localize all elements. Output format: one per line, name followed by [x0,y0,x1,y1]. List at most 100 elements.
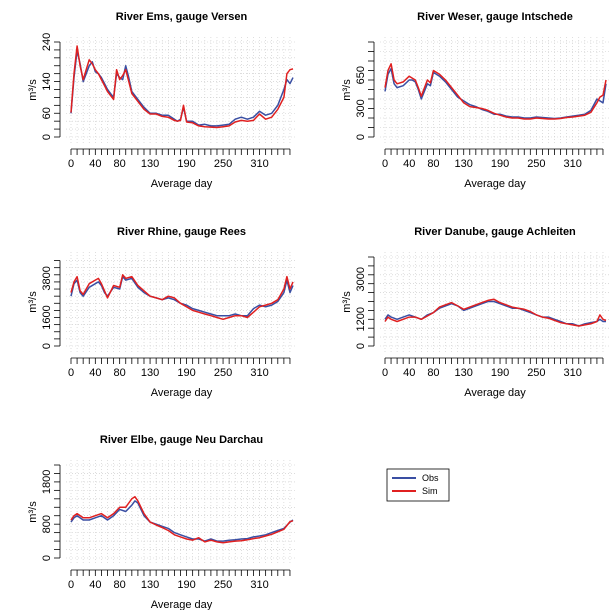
legend-label-sim: Sim [422,486,438,496]
y-tick-label: 0 [41,555,53,561]
x-axis-label: Average day [464,387,526,399]
series-line-sim [70,274,294,321]
y-axis-label: m³/s [341,79,353,101]
y-tick-label: 240 [41,33,53,51]
grid [66,460,297,564]
x-axis: 0 40 80 130 190 250 310 [68,569,291,591]
y-tick-label: 1800 [41,470,53,494]
y-tick-label: 3800 [41,266,53,290]
panel-title: River Danube, gauge Achleiten [414,226,576,238]
series-line-obs [384,300,606,327]
x-tick-label: 190 [491,158,509,170]
x-tick-label: 0 [68,158,74,170]
x-tick-label: 0 [382,158,388,170]
y-tick-label: 140 [41,72,53,90]
panel-title: River Rhine, gauge Rees [117,226,246,238]
x-tick-label: 310 [250,367,268,379]
y-axis: 0 800 1800 [41,464,61,561]
x-tick-label: 250 [214,579,232,591]
y-tick-label: 800 [41,515,53,533]
series-line-sim [384,63,607,120]
y-tick-label: 650 [355,66,367,84]
x-tick-label: 250 [527,158,545,170]
x-tick-label: 80 [427,367,439,379]
x-axis: 0 40 80 130 190 250 310 [382,357,604,379]
x-tick-label: 0 [382,367,388,379]
x-tick-label: 80 [427,158,439,170]
y-tick-label: 300 [355,99,367,117]
legend-box [386,468,450,502]
series-line-obs [70,275,294,317]
y-tick-label: 0 [355,343,367,349]
grid [380,37,610,143]
x-axis-label: Average day [151,387,213,399]
y-tick-label: 60 [41,107,53,119]
y-tick-label: 0 [41,134,53,140]
y-tick-label: 0 [41,343,53,349]
series-line-sim [70,495,294,544]
x-tick-label: 130 [455,158,473,170]
y-tick-label: 1600 [41,305,53,329]
x-tick-label: 130 [141,579,159,591]
x-tick-label: 130 [455,367,473,379]
y-axis-label: m³/s [27,291,39,313]
x-tick-label: 40 [403,367,415,379]
x-tick-label: 310 [564,158,582,170]
x-tick-label: 130 [141,367,159,379]
x-tick-label: 40 [403,158,415,170]
x-tick-label: 310 [564,367,582,379]
x-axis-label: Average day [151,178,213,190]
x-axis: 0 40 80 130 190 250 310 [68,148,291,170]
panel-title: River Ems, gauge Versen [116,11,248,23]
x-tick-label: 0 [68,367,74,379]
x-axis-label: Average day [464,178,526,190]
x-tick-label: 40 [89,579,101,591]
grid [66,252,297,352]
series-line-sim [70,45,294,129]
x-tick-label: 190 [491,367,509,379]
y-axis-label: m³/s [27,79,39,101]
x-tick-label: 250 [214,158,232,170]
y-axis: 0 60 140 240 [41,33,61,140]
series-line-obs [70,500,294,542]
y-axis-label: m³/s [341,291,353,313]
x-tick-label: 190 [177,579,195,591]
x-tick-label: 80 [114,579,126,591]
grid [66,37,297,143]
x-axis: 0 40 80 130 190 250 310 [68,357,291,379]
y-axis: 0 1600 3800 [41,260,61,349]
x-tick-label: 250 [527,367,545,379]
legend: Obs Sim [386,468,450,502]
x-tick-label: 0 [68,579,74,591]
x-tick-label: 80 [114,367,126,379]
series-line-sim [384,298,607,327]
y-tick-label: 1200 [355,307,367,331]
legend-label-obs: Obs [422,473,439,483]
panel-danube: River Danube, gauge Achleiten m³/s Avera… [341,226,610,399]
y-tick-label: 3000 [355,267,367,291]
panel-elbe: River Elbe, gauge Neu Darchau m³/s Avera… [27,434,297,610]
x-tick-label: 190 [177,367,195,379]
x-tick-label: 250 [214,367,232,379]
x-tick-label: 80 [114,158,126,170]
panel-weser: River Weser, gauge Intschede m³/s Averag… [341,11,610,190]
panel-rhine: River Rhine, gauge Rees m³/s Average day… [27,226,297,399]
panel-ems: River Ems, gauge Versen m³/s Average day… [27,11,297,190]
x-tick-label: 40 [89,367,101,379]
series-line-obs [70,49,294,127]
x-axis: 0 40 80 130 190 250 310 [382,148,604,170]
x-tick-label: 310 [250,579,268,591]
y-axis: 0 1200 3000 [355,256,375,349]
x-axis-label: Average day [151,599,213,610]
x-tick-label: 40 [89,158,101,170]
panel-title: River Elbe, gauge Neu Darchau [100,434,263,446]
x-tick-label: 130 [141,158,159,170]
y-tick-label: 0 [355,134,367,140]
panel-title: River Weser, gauge Intschede [417,11,573,23]
series-line-obs [384,67,607,120]
x-tick-label: 190 [177,158,195,170]
x-tick-label: 310 [250,158,268,170]
y-axis: 0 300 650 [355,41,375,140]
y-axis-label: m³/s [27,501,39,523]
